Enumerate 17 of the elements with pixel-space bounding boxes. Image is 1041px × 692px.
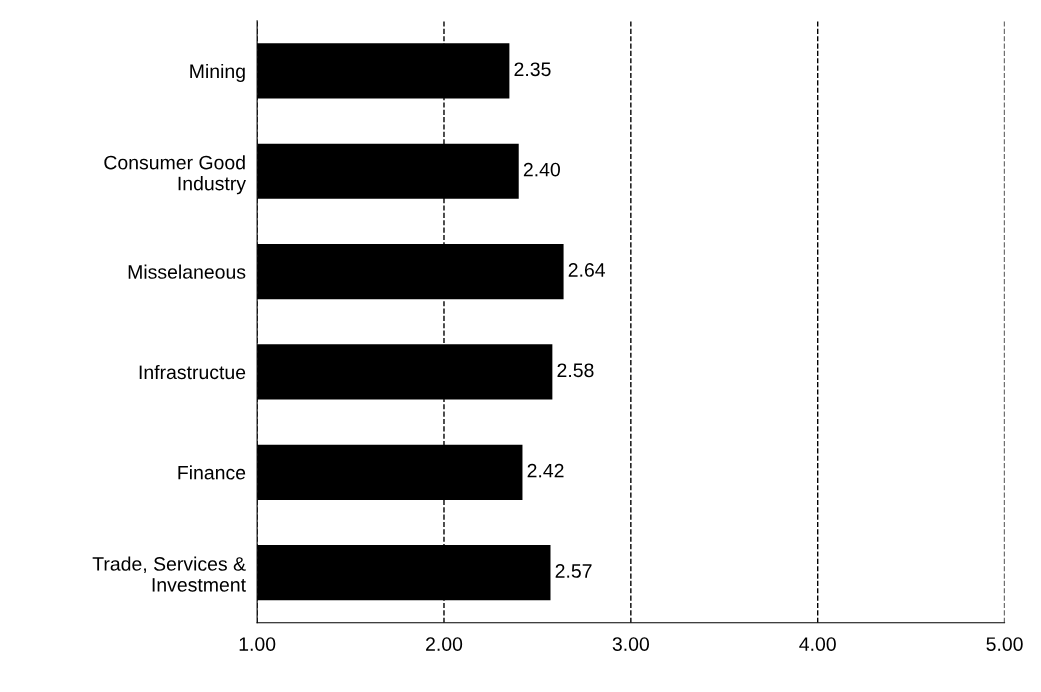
x-tick-label: 2.00 (426, 637, 463, 651)
data-label: 2.40 (523, 162, 560, 177)
y-tick-label: Infrastructue (139, 364, 246, 380)
x-tick-label: 4.00 (799, 637, 836, 651)
x-tick-label: 5.00 (986, 637, 1023, 651)
y-tick-label: Trade, Services & Investment (92, 556, 246, 592)
data-label: 2.35 (514, 62, 551, 77)
x-tick-label: 1.00 (239, 637, 276, 651)
data-label: 2.42 (527, 463, 564, 478)
data-label: 2.57 (555, 564, 592, 578)
data-label: 2.64 (568, 263, 606, 277)
data-label: 2.58 (557, 363, 594, 378)
x-tick-label: 3.00 (612, 637, 650, 651)
y-tick-label: Misselaneous (128, 264, 246, 279)
y-tick-label: Consumer Good Industry (104, 155, 246, 195)
y-tick-label: Finance (178, 465, 246, 480)
y-tick-label: Mining (190, 63, 245, 83)
